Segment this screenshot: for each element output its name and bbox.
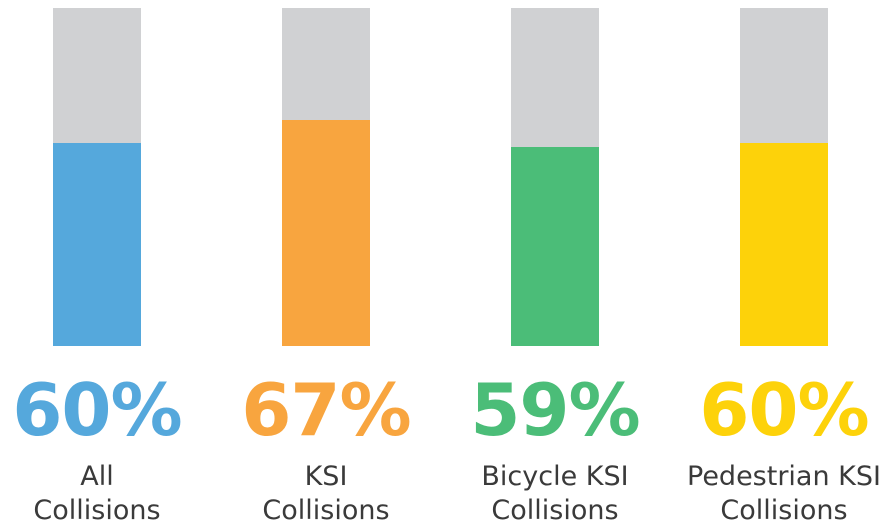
- category-label: Bicycle KSI Collisions: [441, 460, 670, 528]
- bar: [53, 143, 141, 346]
- value-label: 59%: [441, 374, 670, 446]
- value-label: 67%: [212, 374, 441, 446]
- value-label: 60%: [0, 374, 212, 446]
- category-label: All Collisions: [0, 460, 212, 528]
- category-label: KSI Collisions: [212, 460, 441, 528]
- category-label: Pedestrian KSI Collisions: [670, 460, 891, 528]
- bar: [282, 120, 370, 346]
- bar: [511, 147, 599, 346]
- value-label: 60%: [670, 374, 891, 446]
- bar: [740, 143, 828, 346]
